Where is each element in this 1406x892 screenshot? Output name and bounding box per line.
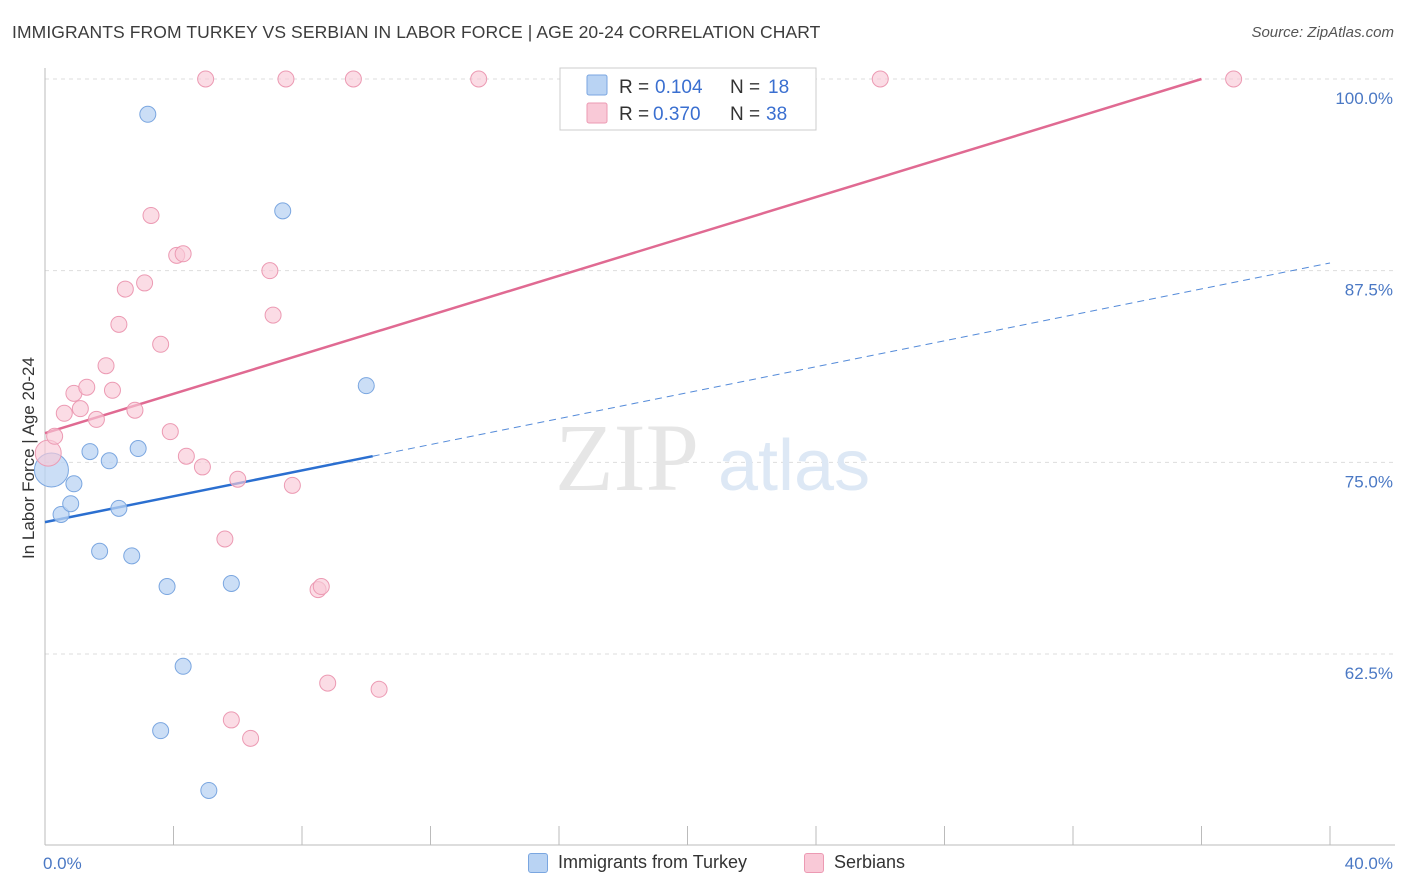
y-axis-label: In Labor Force | Age 20-24 [19, 357, 38, 559]
point-serbians-5 [78, 378, 96, 396]
point-serbians-26 [264, 306, 282, 324]
trend-lines [44, 77, 1331, 524]
point-serbians-19 [193, 458, 211, 476]
x-tick-labels: 0.0% 40.0% [43, 854, 1393, 873]
point-serbians-4 [71, 400, 89, 418]
point-turkey-7 [110, 499, 128, 517]
legend-r-value-2: 0.370 [653, 104, 701, 125]
point-serbians-28 [283, 476, 301, 494]
legend-swatch-blue [586, 74, 608, 96]
gridlines [45, 78, 1395, 655]
point-serbians-32 [344, 70, 362, 88]
x-tick-label-max: 40.0% [1345, 854, 1393, 873]
legend-r-label-2: R = [619, 104, 649, 125]
point-serbians-9 [110, 315, 128, 333]
legend-swatch-pink [586, 102, 608, 124]
point-serbians-34 [470, 70, 488, 88]
chart-title: IMMIGRANTS FROM TURKEY VS SERBIAN IN LAB… [12, 22, 821, 42]
point-turkey-14 [200, 781, 218, 799]
series-immigrants-from-turkey [33, 105, 375, 799]
point-turkey-10 [139, 105, 157, 123]
point-serbians-36 [871, 70, 889, 88]
point-serbians-10 [116, 280, 134, 298]
point-serbians-8 [103, 381, 121, 399]
point-serbians-1 [46, 427, 64, 445]
point-serbians-13 [142, 206, 160, 224]
point-turkey-2 [62, 495, 80, 513]
legend-n-label-1: N = [730, 77, 760, 98]
watermark: ZIP atlas [555, 404, 870, 511]
point-serbians-22 [222, 711, 240, 729]
point-turkey-15 [222, 574, 240, 592]
point-serbians-18 [177, 447, 195, 465]
y-tick-label-0: 62.5% [1345, 664, 1393, 683]
point-serbians-21 [216, 530, 234, 548]
legend-n-label-2: N = [730, 104, 760, 125]
bottom-legend-label-turkey: Immigrants from Turkey [558, 852, 748, 872]
bottom-legend-swatch-pink [804, 852, 824, 873]
point-turkey-12 [158, 578, 176, 596]
point-serbians-33 [370, 680, 388, 698]
x-tick-label-min: 0.0% [43, 854, 82, 873]
legend-n-value-2: 38 [766, 104, 787, 125]
point-serbians-30 [312, 578, 330, 596]
point-turkey-3 [65, 475, 83, 493]
bottom-legend-swatch-blue [528, 852, 548, 873]
bottom-legend-item-turkey: Immigrants from Turkey [528, 852, 747, 873]
point-serbians-6 [87, 410, 105, 428]
point-turkey-4 [81, 443, 99, 461]
y-tick-label-1: 75.0% [1345, 472, 1393, 491]
point-serbians-23 [229, 470, 247, 488]
bottom-legend-label-serbians: Serbians [834, 852, 906, 872]
point-serbians-17 [174, 245, 192, 263]
point-turkey-1 [52, 505, 70, 523]
point-serbians-2 [55, 404, 73, 422]
legend-n-value-1: 18 [768, 77, 789, 98]
watermark-zip: ZIP [555, 404, 699, 511]
bottom-legend-item-serbians: Serbians [804, 852, 905, 873]
point-serbians-7 [97, 357, 115, 375]
point-serbians-25 [261, 262, 279, 280]
axes [44, 68, 1395, 846]
point-turkey-17 [357, 377, 375, 395]
point-serbians-11 [126, 401, 144, 419]
source-label: Source: ZipAtlas.com [1251, 24, 1394, 41]
y-tick-label-2: 87.5% [1345, 281, 1393, 300]
point-turkey-5 [91, 542, 109, 560]
point-serbians-20 [197, 70, 215, 88]
point-serbians-37 [1225, 70, 1243, 88]
point-turkey-8 [123, 547, 141, 565]
bottom-legend: Immigrants from Turkey Serbians [0, 852, 1406, 878]
point-serbians-12 [136, 274, 154, 292]
point-serbians-15 [161, 423, 179, 441]
trend-line-serbians [44, 77, 1202, 435]
point-turkey-16 [274, 202, 292, 220]
point-serbians-14 [152, 335, 170, 353]
legend-box: R = 0.104 N = 18 R = 0.370 N = 38 [559, 67, 817, 131]
point-serbians-31 [319, 674, 337, 692]
series-serbians [34, 70, 1243, 747]
legend-r-label-1: R = [619, 77, 649, 98]
y-tick-labels: 62.5% 75.0% 87.5% 100.0% [1335, 89, 1393, 683]
point-turkey-9 [129, 440, 147, 458]
point-serbians-27 [277, 70, 295, 88]
legend-r-value-1: 0.104 [655, 77, 703, 98]
trend-line-turkey [44, 454, 373, 524]
trend-line-turkey-extension [372, 262, 1331, 457]
point-turkey-13 [174, 657, 192, 675]
point-turkey-11 [152, 722, 170, 740]
point-serbians-24 [242, 729, 260, 747]
y-tick-label-3: 100.0% [1335, 89, 1393, 108]
watermark-atlas: atlas [718, 426, 870, 506]
point-turkey-6 [100, 452, 118, 470]
